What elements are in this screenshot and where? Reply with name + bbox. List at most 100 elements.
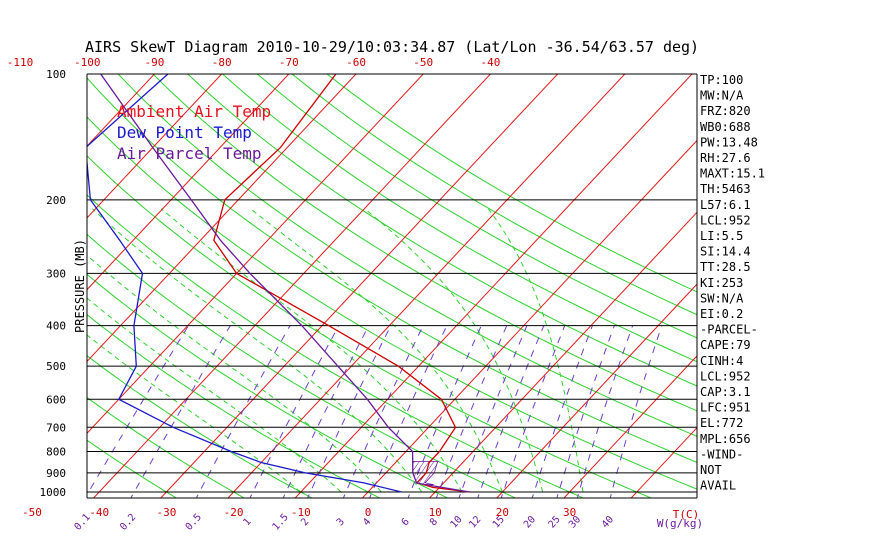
sounding-index-entry: SW:N/A: [700, 291, 744, 305]
temp-tick-label: -30: [156, 506, 176, 519]
sounding-index-entry: WB0:688: [700, 120, 751, 134]
isotherm-line: [93, 74, 492, 498]
sounding-index-entry: TH:5463: [700, 182, 751, 196]
isotherm-line: [87, 74, 156, 147]
top-temp-tick-label: -110: [7, 56, 34, 69]
isotherm-line: [429, 211, 697, 498]
mixing-ratio-line: [342, 325, 424, 498]
y-axis-label: PRESSURE (MB): [73, 239, 87, 333]
sounding-index-entry: AVAIL: [700, 479, 736, 493]
mixing-ratio-line: [531, 325, 593, 498]
sounding-index-entry: MW:N/A: [700, 89, 744, 103]
sounding-index-entry: -WIND-: [700, 447, 743, 461]
isotherm-line: [160, 74, 559, 498]
isotherm-line: [87, 74, 357, 363]
moist-adiabat-line: [87, 334, 302, 493]
dewpoint-line: [87, 74, 402, 493]
mixing-ratio-tick-label: 2: [299, 516, 311, 528]
sounding-index-entry: EI:0.2: [700, 307, 743, 321]
mixing-ratio-tick-label: 20: [522, 514, 538, 530]
pressure-tick-label: 800: [46, 445, 66, 458]
sounding-index-entry: RH:27.6: [700, 151, 751, 165]
mixing-ratio-tick-label: 0.2: [118, 512, 138, 533]
sounding-index-entry: L57:6.1: [700, 198, 751, 212]
moist-adiabat-line: [250, 208, 503, 493]
temp-tick-label: -50: [22, 506, 42, 519]
top-temp-tick-label: -100: [74, 56, 101, 69]
isotherm-line: [87, 74, 290, 291]
dry-adiabat-line: [87, 116, 697, 490]
top-temp-tick-label: -90: [145, 56, 165, 69]
moist-adiabat-line: [87, 297, 342, 493]
mixing-unit-label: W(g/kg): [657, 517, 703, 530]
mixing-ratio-line: [307, 325, 392, 498]
isotherm-line: [294, 74, 693, 498]
isotherm-line: [563, 355, 697, 498]
sounding-index-entry: LCL:952: [700, 213, 751, 227]
top-temp-tick-label: -50: [413, 56, 433, 69]
mixing-ratio-tick-label: 3: [335, 516, 347, 528]
sounding-index-entry: PW:13.48: [700, 135, 758, 149]
dry-adiabat-line: [87, 396, 246, 498]
temp-tick-label: 0: [365, 506, 372, 519]
legend-entry: Ambient Air Temp: [117, 102, 271, 121]
isotherm-line: [362, 139, 697, 498]
pressure-tick-label: 900: [46, 467, 66, 480]
mixing-ratio-tick-label: 40: [600, 514, 616, 530]
mixing-ratio-line: [369, 325, 448, 498]
sounding-index-entry: -PARCEL-: [700, 323, 758, 337]
top-temp-tick-label: -60: [346, 56, 366, 69]
dry-adiabat-line: [187, 74, 697, 387]
mixing-ratio-tick-label: 4: [361, 516, 373, 528]
isotherm-line: [227, 74, 626, 498]
mixing-ratio-line: [249, 325, 340, 498]
isotherm-line: [0, 70, 24, 498]
dry-adiabat-line: [222, 74, 697, 363]
mixing-ratio-tick-label: 10: [449, 514, 465, 530]
isotherm-line: [87, 74, 223, 219]
legend-entry: Dew Point Temp: [117, 123, 252, 142]
mixing-ratio-tick-label: 0.5: [184, 512, 204, 533]
dry-adiabat-line: [326, 74, 697, 293]
mixing-ratio-tick-label: 1.5: [271, 512, 291, 533]
dry-adiabat-line: [87, 233, 517, 498]
pressure-tick-label: 400: [46, 320, 66, 333]
sounding-index-entry: CINH:4: [700, 354, 743, 368]
mixing-ratio-line: [195, 325, 291, 498]
mixing-ratio-line: [556, 325, 615, 498]
temp-tick-label: -20: [224, 506, 244, 519]
sounding-index-entry: CAP:3.1: [700, 385, 751, 399]
mixing-ratio-line: [458, 325, 528, 498]
mixing-ratio-tick-label: 25: [547, 514, 563, 530]
mixing-ratio-line: [282, 325, 370, 498]
sounding-index-entry: FRZ:820: [700, 104, 751, 118]
moist-adiabat-line: [87, 254, 382, 493]
top-temp-tick-label: -70: [279, 56, 299, 69]
temp-tick-label: -10: [291, 506, 311, 519]
sounding-index-entry: EL:772: [700, 416, 743, 430]
sounding-index-entry: SI:14.4: [700, 245, 751, 259]
dry-adiabat-line: [152, 74, 697, 412]
top-temp-tick-label: -40: [481, 56, 501, 69]
dry-adiabat-line: [87, 439, 178, 498]
chart-title: AIRS SkewT Diagram 2010-10-29/10:03:34.8…: [85, 38, 699, 56]
moist-adiabat-line: [487, 208, 584, 493]
dry-adiabat-line: [87, 77, 697, 463]
sounding-index-entry: KI:253: [700, 276, 743, 290]
mixing-ratio-tick-label: 1: [241, 516, 253, 528]
isotherm-line: [496, 283, 697, 498]
mixing-ratio-line: [130, 325, 231, 498]
temp-tick-label: -40: [89, 506, 109, 519]
mixing-ratio-tick-label: 6: [400, 516, 412, 528]
sounding-index-entry: LCL:952: [700, 369, 751, 383]
isotherm-line: [630, 426, 697, 498]
dry-adiabat-line: [87, 194, 585, 498]
sounding-index-entry: MAXT:15.1: [700, 167, 765, 181]
parcel-temp-line: [100, 74, 470, 493]
sounding-index-entry: NOT: [700, 463, 722, 477]
temp-tick-label: 20: [496, 506, 509, 519]
mixing-ratio-tick-label: 8: [428, 516, 440, 528]
pressure-tick-label: 300: [46, 267, 66, 280]
top-temp-tick-label: -80: [212, 56, 232, 69]
